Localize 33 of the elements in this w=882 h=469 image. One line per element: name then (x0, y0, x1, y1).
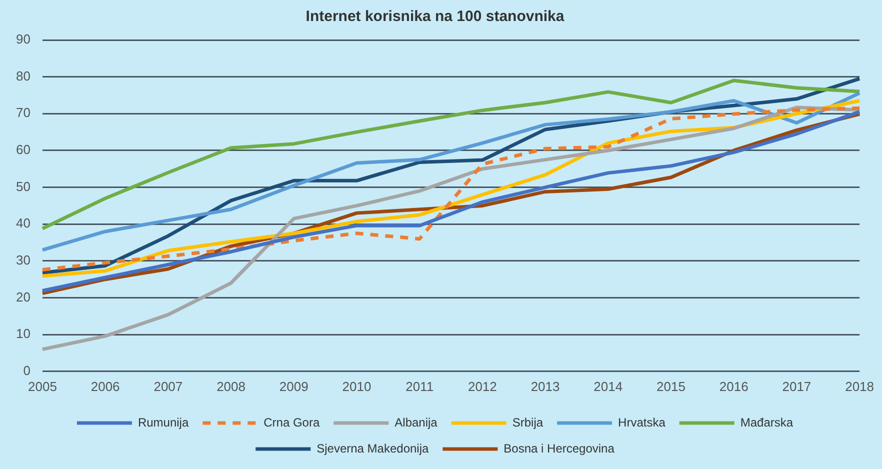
legend-label: Sjeverna Makedonija (316, 441, 429, 456)
y-tick-label: 80 (16, 68, 30, 84)
x-tick-label: 2016 (719, 378, 748, 394)
legend-label: Srbija (512, 415, 544, 430)
legend-label: Crna Gora (264, 415, 320, 430)
x-tick-label: 2007 (154, 378, 183, 394)
y-tick-label: 60 (16, 142, 30, 158)
y-tick-label: 20 (16, 289, 30, 304)
x-tick-label: 2010 (342, 378, 372, 394)
x-tick-label: 2008 (216, 378, 246, 394)
y-tick-label: 50 (16, 178, 30, 194)
legend-label: Hrvatska (618, 415, 666, 430)
x-tick-label: 2018 (845, 378, 874, 394)
legend-label: Mađarska (740, 415, 794, 430)
y-tick-label: 70 (16, 105, 30, 120)
legend-label: Bosna i Hercegovina (504, 441, 615, 456)
chart-title: Internet korisnika na 100 stanovnika (306, 8, 565, 26)
y-tick-label: 30 (16, 252, 30, 268)
y-tick-label: 10 (16, 326, 30, 342)
x-tick-label: 2013 (530, 378, 560, 394)
x-tick-label: 2017 (782, 378, 812, 394)
x-tick-label: 2012 (468, 378, 497, 394)
x-tick-label: 2011 (406, 378, 434, 394)
y-tick-label: 0 (23, 362, 30, 378)
x-tick-label: 2014 (594, 378, 623, 394)
legend-label: Albanija (394, 415, 438, 430)
legend-label: Rumunija (138, 415, 189, 430)
x-tick-label: 2005 (28, 378, 57, 394)
y-tick-label: 40 (16, 216, 30, 231)
y-tick-label: 90 (16, 32, 30, 47)
x-tick-label: 2006 (90, 378, 120, 394)
x-tick-label: 2015 (656, 378, 686, 394)
x-tick-label: 2009 (279, 378, 308, 394)
